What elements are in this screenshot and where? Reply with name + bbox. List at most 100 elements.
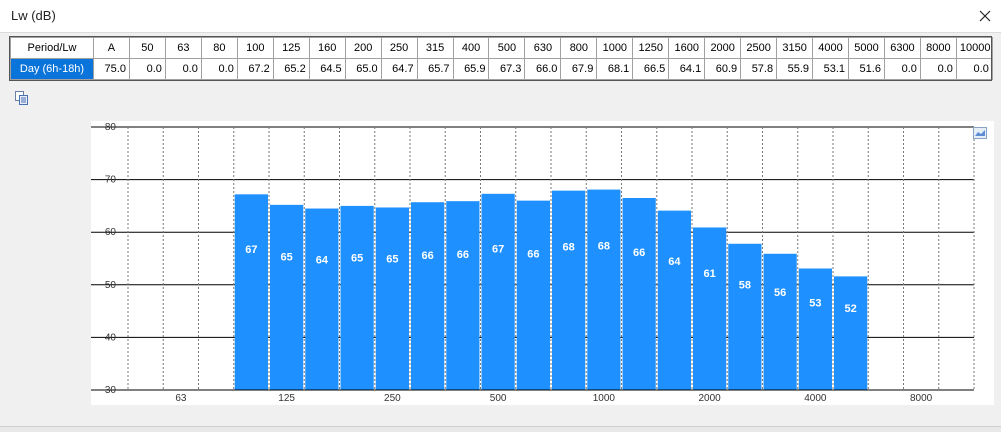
bar-label: 61: [704, 268, 716, 280]
copy-icon: [15, 91, 28, 105]
chart-maximize-button[interactable]: [973, 126, 987, 139]
x-tick-label: 4000: [804, 393, 827, 404]
table-cell[interactable]: 64.5: [308, 58, 346, 80]
table-header-cell: 63: [164, 37, 202, 59]
table-cell[interactable]: 51.6: [848, 58, 885, 80]
table-header-cell: 5000: [848, 37, 885, 59]
bar-label: 66: [457, 249, 469, 261]
bar: [270, 204, 304, 390]
bar: [234, 194, 268, 390]
bar-label: 65: [351, 252, 363, 264]
x-tick-label: 8000: [910, 393, 933, 404]
bar-label: 53: [809, 298, 821, 310]
lw-table-container: Period/Lw A 50 63 80 100 125 160 200 250 315 400 500…: [10, 37, 993, 81]
bar-label: 66: [633, 247, 645, 259]
table-cell[interactable]: 57.8: [740, 58, 778, 80]
table-cell[interactable]: 66.5: [632, 58, 670, 80]
bar: [305, 208, 339, 390]
table-cell[interactable]: 0.0: [955, 58, 993, 80]
table-header-cell: 6300: [883, 37, 921, 59]
close-icon: [979, 10, 991, 22]
table-cell[interactable]: 64.7: [380, 58, 418, 80]
table-cell[interactable]: 55.9: [776, 58, 814, 80]
table-header-cell: 80: [200, 37, 238, 59]
bar-label: 67: [245, 244, 257, 256]
bar-label: 58: [739, 280, 751, 292]
bar: [411, 202, 445, 390]
table-header-cell: 1250: [632, 37, 670, 59]
table-cell[interactable]: 67.2: [236, 58, 274, 80]
table-cell[interactable]: 65.0: [344, 58, 382, 80]
x-tick-label: 63: [175, 393, 187, 404]
table-cell[interactable]: 0.0: [883, 58, 921, 80]
table-header-cell: A: [93, 37, 130, 59]
table-header-cell: 50: [128, 37, 166, 59]
bar-label: 52: [845, 303, 857, 315]
table-header-cell: 800: [560, 37, 598, 59]
table-cell[interactable]: 0.0: [128, 58, 166, 80]
y-tick-label: 50: [105, 280, 117, 291]
bar: [516, 200, 550, 390]
bar: [340, 205, 374, 390]
close-button[interactable]: [969, 0, 1001, 32]
table-cell[interactable]: 53.1: [812, 58, 850, 80]
table-cell[interactable]: 0.0: [164, 58, 202, 80]
table-cell[interactable]: 0.0: [200, 58, 238, 80]
table-header-cell: 125: [272, 37, 310, 59]
window-title: Lw (dB): [11, 8, 56, 23]
bar: [798, 268, 832, 390]
y-tick-label: 40: [105, 332, 117, 343]
table-row[interactable]: Day (6h-18h) 75.0 0.0 0.0 0.0 67.2 65.2 64.5 65.…: [10, 58, 993, 80]
row-period-label[interactable]: Day (6h-18h): [10, 58, 94, 80]
table-cell[interactable]: 64.1: [668, 58, 706, 80]
bar-label: 64: [316, 254, 329, 266]
table-header-cell: 630: [524, 37, 562, 59]
bar: [728, 243, 762, 390]
bar-label: 66: [422, 250, 434, 262]
table-header-cell: 4000: [812, 37, 850, 59]
table-header-cell: 8000: [919, 37, 957, 59]
bar-label: 66: [527, 249, 539, 261]
y-tick-label: 60: [105, 227, 117, 238]
bar: [446, 201, 480, 390]
table-cell[interactable]: 0.0: [919, 58, 957, 80]
lw-table: Period/Lw A 50 63 80 100 125 160 200 250 315 400 500…: [10, 37, 993, 80]
table-header-cell: 500: [488, 37, 526, 59]
table-cell[interactable]: 60.9: [704, 58, 742, 80]
bar: [693, 227, 727, 390]
table-cell[interactable]: 65.7: [416, 58, 454, 80]
window-bottom-edge: [0, 426, 1001, 432]
table-cell[interactable]: 68.1: [596, 58, 634, 80]
bar: [657, 210, 691, 390]
table-cell[interactable]: 67.3: [488, 58, 526, 80]
y-tick-label: 30: [105, 385, 117, 396]
table-cell[interactable]: 65.9: [452, 58, 490, 80]
table-header-cell: 400: [452, 37, 490, 59]
bar: [763, 253, 797, 390]
x-tick-label: 2000: [699, 393, 722, 404]
x-tick-label: 1000: [593, 393, 616, 404]
bar-label: 67: [492, 244, 504, 256]
bar: [587, 189, 621, 390]
bar-label: 68: [598, 241, 610, 253]
table-header-cell: 3150: [776, 37, 814, 59]
table-cell[interactable]: 66.0: [524, 58, 562, 80]
bar-label: 68: [563, 241, 575, 253]
table-header-period: Period/Lw: [10, 37, 94, 59]
table-header-cell: 200: [344, 37, 382, 59]
x-tick-label: 125: [278, 393, 295, 404]
table-header-cell: 100: [236, 37, 274, 59]
table-header-cell: 1000: [596, 37, 634, 59]
y-tick-label: 70: [105, 175, 117, 186]
table-header-cell: 160: [308, 37, 346, 59]
bar-label: 56: [774, 287, 786, 299]
bar: [481, 193, 515, 390]
table-cell[interactable]: 65.2: [272, 58, 310, 80]
table-header-cell: 2000: [704, 37, 742, 59]
table-header-cell: 250: [380, 37, 418, 59]
copy-button[interactable]: [14, 90, 30, 106]
table-cell[interactable]: 75.0: [93, 58, 130, 80]
table-cell[interactable]: 67.9: [560, 58, 598, 80]
bar-label: 64: [668, 256, 681, 268]
bar-label: 65: [281, 252, 293, 264]
